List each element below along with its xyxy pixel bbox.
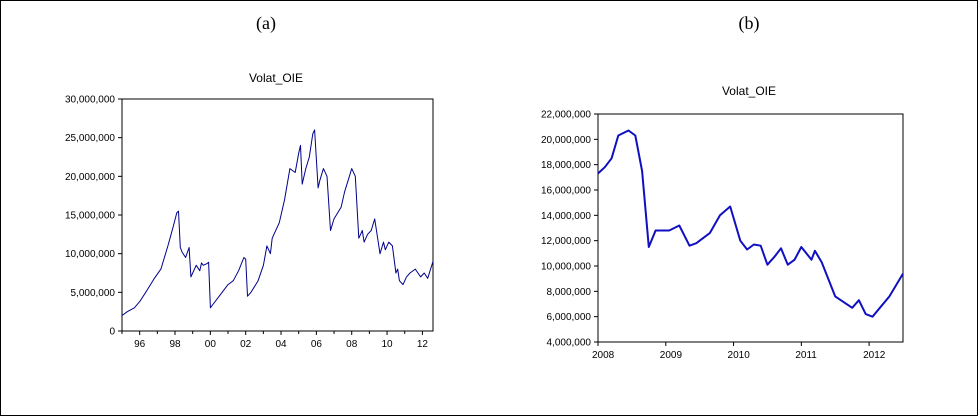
chart-a-x-tick-label: 00 [205,339,217,350]
chart-a-y-tick-label: 20,000,000 [65,172,115,183]
chart-b-y-tick-label: 4,000,000 [547,338,592,349]
chart-a-x-tick-label: 10 [381,339,393,350]
chart-b-x-tick-label: 2010 [728,350,751,361]
chart-a-series-line [121,129,434,316]
chart-a-y-tick-label: 10,000,000 [65,249,115,260]
chart-a-y-tick-label: 5,000,000 [71,288,116,299]
chart-a-x-tick-label: 06 [311,339,323,350]
chart-a-plot-frame [121,98,434,332]
chart-b-title: Volat_OIE [722,84,776,98]
chart-a: Volat_OIE 0 5,000,000 10,000,000 15,000,000… [65,71,434,350]
chart-a-x-tick-label: 98 [169,339,181,350]
chart-a-y-tick-label: 30,000,000 [65,95,115,106]
chart-a-y-tick-label: 15,000,000 [65,211,115,222]
chart-b-plot-frame [597,113,904,343]
chart-b-series [597,129,904,318]
chart-b-y-tick-label: 20,000,000 [541,135,591,146]
chart-a-y-tick-label: 25,000,000 [65,133,115,144]
chart-a-x-axis: 96 98 00 02 04 06 08 10 12 [121,331,429,350]
chart-b-y-tick-label: 12,000,000 [541,236,591,247]
chart-a-x-tick-label: 04 [275,339,287,350]
chart-b-y-tick-label: 8,000,000 [547,287,592,298]
chart-b-series-line [597,129,904,318]
chart-b-x-axis: 2008 2009 2010 2011 2012 [592,342,886,361]
chart-a-x-tick-label: 96 [134,339,146,350]
chart-b-y-tick-label: 10,000,000 [541,262,591,273]
panel-label-b: (b) [739,13,760,34]
panel-label-a: (a) [256,13,276,34]
chart-b-x-tick-label: 2012 [863,350,886,361]
chart-b-x-tick-label: 2011 [795,350,817,361]
chart-a-series [121,129,434,316]
chart-b: Volat_OIE 4,000,000 6,000,000 8,000,000 10,… [541,84,904,361]
chart-a-x-tick-label: 08 [346,339,358,350]
chart-b-y-tick-label: 6,000,000 [547,312,592,323]
chart-a-title: Volat_OIE [249,71,303,85]
chart-b-y-tick-label: 14,000,000 [541,211,591,222]
chart-a-y-tick-label: 0 [109,327,115,338]
chart-a-x-tick-label: 12 [417,339,429,350]
chart-b-x-tick-label: 2009 [660,350,683,361]
chart-b-y-tick-label: 22,000,000 [541,110,591,121]
chart-a-y-axis: 0 5,000,000 10,000,000 15,000,000 20,000,000… [65,95,122,338]
chart-a-x-tick-label: 02 [240,339,252,350]
chart-b-y-tick-label: 18,000,000 [541,160,591,171]
chart-b-y-axis: 4,000,000 6,000,000 8,000,000 10,000,000 12,… [541,110,598,349]
chart-b-x-tick-label: 2008 [592,350,615,361]
chart-b-y-tick-label: 16,000,000 [541,186,591,197]
